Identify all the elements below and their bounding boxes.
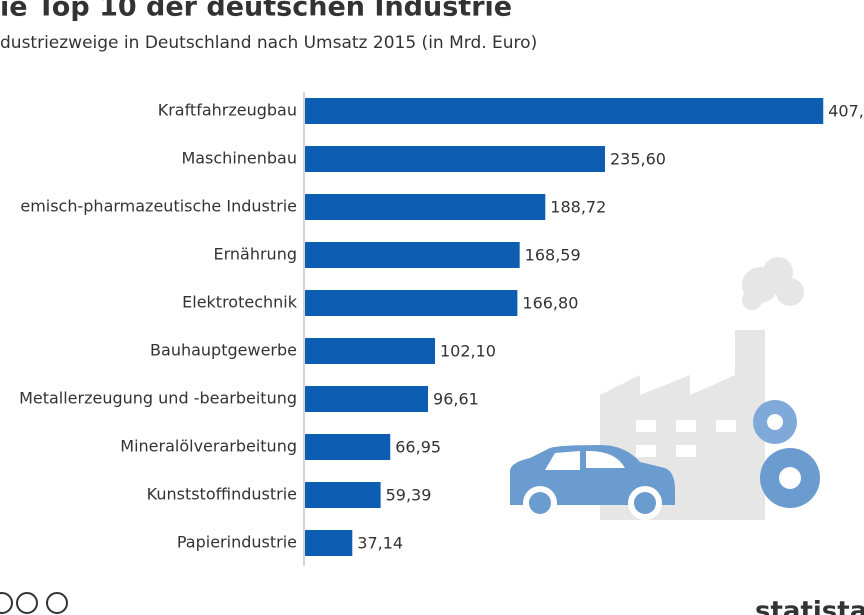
category-label: Kraftfahrzeugbau <box>158 101 297 120</box>
value-label: 59,39 <box>386 486 432 505</box>
value-label: 235,60 <box>610 150 666 169</box>
brand: statista <box>755 597 864 615</box>
bar <box>305 482 381 508</box>
illustration <box>510 257 820 520</box>
bar <box>305 434 391 460</box>
value-label: 96,61 <box>433 390 479 409</box>
value-label: 37,14 <box>357 534 403 553</box>
value-label: 168,59 <box>525 246 581 265</box>
license-icons <box>0 592 68 614</box>
category-label: Ernährung <box>213 245 297 264</box>
category-label: Bauhauptgewerbe <box>150 341 297 360</box>
bar <box>305 98 824 124</box>
chart-title: ie Top 10 der deutschen Industrie <box>0 0 512 23</box>
value-label: 188,72 <box>550 198 606 217</box>
bar <box>305 290 518 316</box>
category-label: Metallerzeugung und -bearbeitung <box>19 389 297 408</box>
value-label: 66,95 <box>395 438 441 457</box>
bar <box>305 242 520 268</box>
value-label: 407, <box>828 102 864 121</box>
chart-subtitle: dustriezweige in Deutschland nach Umsatz… <box>0 33 537 53</box>
bar <box>305 194 546 220</box>
bar <box>305 386 429 412</box>
category-label: Mineralölverarbeitung <box>120 437 297 456</box>
category-label: emisch-pharmazeutische Industrie <box>20 197 297 216</box>
category-label: Elektrotechnik <box>182 293 298 312</box>
bar <box>305 530 353 556</box>
category-label: Papierindustrie <box>177 533 297 552</box>
value-label: 166,80 <box>522 294 578 313</box>
category-label: Kunststoffindustrie <box>147 485 297 504</box>
bar <box>305 338 436 364</box>
category-label: Maschinenbau <box>181 149 297 168</box>
value-label: 102,10 <box>440 342 496 361</box>
bar <box>305 146 605 172</box>
